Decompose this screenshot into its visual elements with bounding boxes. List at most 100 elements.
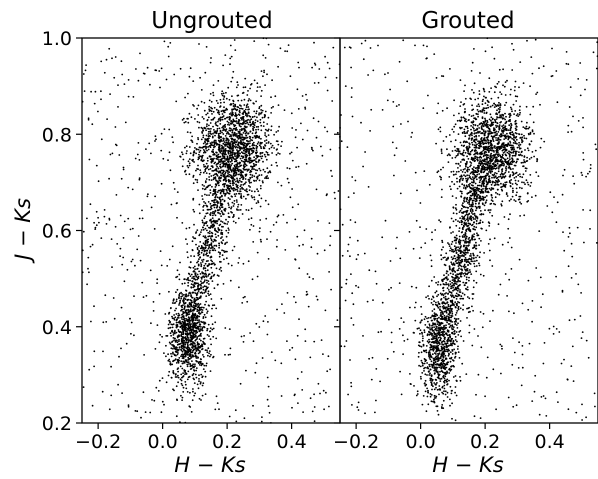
scatter-point xyxy=(242,164,245,167)
scatter-point xyxy=(228,166,231,169)
scatter-point xyxy=(207,292,210,295)
scatter-point xyxy=(139,52,141,55)
scatter-point xyxy=(210,220,213,223)
scatter-point xyxy=(189,364,192,367)
scatter-point xyxy=(224,150,226,153)
scatter-point xyxy=(201,198,204,201)
scatter-point xyxy=(198,304,201,306)
x-tick-label: 0.4 xyxy=(277,431,307,453)
scatter-point xyxy=(194,147,196,149)
scatter-point xyxy=(211,136,214,139)
scatter-point xyxy=(193,105,195,107)
scatter-point xyxy=(228,118,231,121)
scatter-point xyxy=(259,155,262,158)
scatter-point xyxy=(526,200,529,203)
scatter-point xyxy=(200,311,203,313)
scatter-point xyxy=(237,99,240,102)
scatter-point xyxy=(247,218,250,221)
scatter-point xyxy=(227,262,230,265)
scatter-point xyxy=(513,134,515,137)
scatter-point xyxy=(181,119,184,121)
scatter-point xyxy=(187,341,189,344)
scatter-point xyxy=(208,137,210,140)
scatter-point xyxy=(119,214,122,217)
scatter-point xyxy=(174,309,176,312)
scatter-point xyxy=(189,336,192,339)
scatter-point xyxy=(255,202,258,205)
scatter-point xyxy=(230,55,233,58)
scatter-point xyxy=(217,102,219,104)
scatter-point xyxy=(127,79,130,81)
scatter-point xyxy=(188,302,191,305)
scatter-point xyxy=(171,245,174,248)
scatter-point xyxy=(201,187,204,190)
scatter-point xyxy=(184,343,187,346)
scatter-point xyxy=(172,334,175,336)
scatter-point xyxy=(194,363,196,366)
scatter-point xyxy=(181,222,184,224)
scatter-point xyxy=(243,417,246,420)
scatter-point xyxy=(141,281,144,284)
scatter-point xyxy=(194,268,197,271)
scatter-point xyxy=(245,137,248,139)
scatter-point xyxy=(181,376,183,379)
scatter-point xyxy=(471,141,473,144)
scatter-point xyxy=(195,304,197,306)
scatter-point xyxy=(252,162,255,165)
scatter-point xyxy=(262,37,265,40)
scatter-point xyxy=(223,209,226,212)
scatter-point xyxy=(87,267,89,270)
scatter-point xyxy=(210,247,212,250)
scatter-point xyxy=(211,280,214,282)
scatter-point xyxy=(255,157,257,160)
scatter-point xyxy=(261,109,264,112)
scatter-point xyxy=(531,196,533,199)
scatter-point xyxy=(191,331,194,334)
scatter-point xyxy=(468,176,471,179)
scatter-point xyxy=(252,128,255,131)
scatter-point xyxy=(500,93,503,95)
scatter-point xyxy=(178,340,180,343)
scatter-point xyxy=(197,356,200,359)
scatter-point xyxy=(191,310,194,312)
scatter-point xyxy=(536,160,538,163)
scatter-point xyxy=(200,229,203,231)
scatter-point xyxy=(184,96,187,99)
scatter-point xyxy=(227,354,230,356)
scatter-point xyxy=(255,172,257,175)
scatter-point xyxy=(495,134,498,137)
scatter-point xyxy=(218,137,221,140)
scatter-point xyxy=(181,293,184,295)
scatter-point xyxy=(228,135,231,138)
scatter-point xyxy=(262,125,265,127)
scatter-point xyxy=(456,177,458,180)
scatter-point xyxy=(202,235,205,238)
scatter-point xyxy=(474,186,476,189)
scatter-point xyxy=(245,131,248,134)
scatter-point xyxy=(514,154,517,157)
scatter-point xyxy=(222,213,224,216)
scatter-point xyxy=(192,349,195,351)
scatter-point xyxy=(214,195,217,197)
scatter-point xyxy=(212,190,215,193)
scatter-point xyxy=(216,162,219,165)
scatter-point xyxy=(208,304,211,307)
scatter-point xyxy=(199,169,202,172)
scatter-point xyxy=(530,156,533,159)
scatter-point xyxy=(184,373,186,376)
scatter-point xyxy=(457,148,460,150)
scatter-point xyxy=(110,238,113,241)
scatter-point xyxy=(192,322,195,325)
scatter-point xyxy=(204,279,206,281)
scatter-point xyxy=(168,370,171,373)
scatter-point xyxy=(482,143,485,145)
scatter-point xyxy=(233,153,236,156)
scatter-point xyxy=(236,122,238,124)
scatter-point xyxy=(227,202,230,205)
scatter-point xyxy=(264,177,266,180)
scatter-point xyxy=(136,153,139,156)
scatter-point xyxy=(218,206,221,209)
scatter-point xyxy=(206,349,208,352)
scatter-point xyxy=(493,91,496,94)
scatter-point xyxy=(228,124,231,126)
